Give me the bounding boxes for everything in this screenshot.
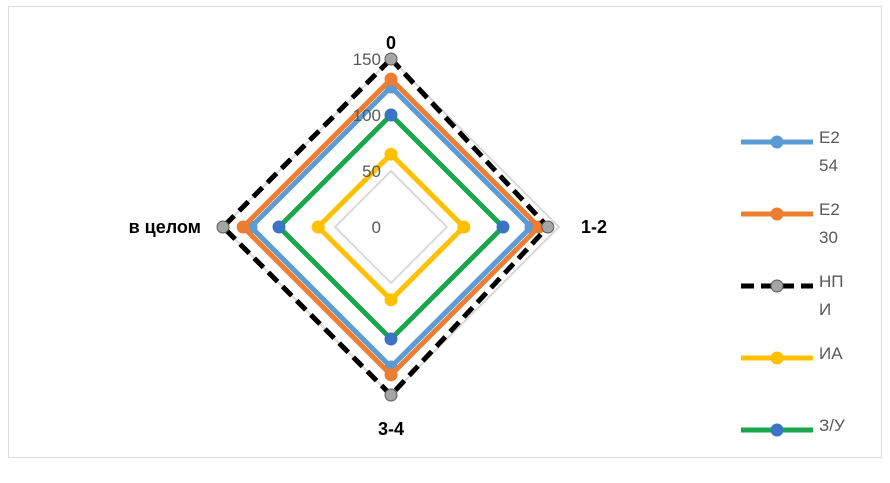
series-4-point-0 — [384, 108, 398, 122]
legend-label-4: З/У — [819, 416, 845, 435]
legend-swatch-0 — [741, 135, 813, 149]
series-3 — [311, 147, 471, 307]
category-label-2: 3-4 — [378, 419, 404, 439]
r-tick-label-100: 100 — [353, 106, 381, 125]
chart-frame: 0 50 100 150 0 1-2 3-4 в целом Е254 Е230 НПИ ИА З/У — [8, 6, 882, 458]
series-4-point-2 — [384, 332, 398, 346]
series-line-0 — [247, 83, 535, 371]
legend-item-1[interactable]: Е230 — [739, 200, 889, 267]
series-line-1 — [239, 75, 543, 379]
legend-swatch-4 — [741, 423, 813, 437]
radar-labels: 0 50 100 150 0 1-2 3-4 в целом — [129, 33, 607, 439]
series-4-point-3 — [272, 220, 286, 234]
r-tick-label-0: 0 — [372, 218, 381, 237]
r-tick-label-50: 50 — [362, 162, 381, 181]
series-3-point-0 — [384, 147, 398, 161]
series-1-point-0 — [384, 72, 398, 86]
legend-swatch-1 — [741, 207, 813, 221]
legend-label-2: НПИ — [819, 272, 844, 319]
legend-item-4[interactable]: З/У — [739, 416, 889, 483]
legend-label-1: Е230 — [819, 200, 840, 247]
legend-label-3: ИА — [819, 344, 843, 363]
series-4 — [272, 108, 510, 346]
series-3-point-3 — [311, 220, 325, 234]
series-1-point-2 — [384, 368, 398, 382]
legend-item-2[interactable]: НПИ — [739, 272, 889, 339]
series-0 — [244, 80, 538, 374]
series-2-point-2 — [384, 388, 398, 402]
series-1-point-3 — [236, 220, 250, 234]
legend-item-3[interactable]: ИА — [739, 344, 889, 411]
legend-swatch-2 — [741, 279, 813, 293]
series-line-3 — [314, 150, 468, 304]
category-label-1: 1-2 — [581, 217, 607, 237]
series-2 — [216, 52, 555, 402]
series-2-point-3 — [216, 220, 230, 234]
radar-series-layer — [216, 52, 555, 402]
grid-ring-50 — [333, 169, 449, 285]
series-3-point-1 — [457, 220, 471, 234]
radar-chart: 0 50 100 150 0 1-2 3-4 в целом — [129, 33, 607, 439]
category-label-0: 0 — [386, 33, 396, 53]
series-3-point-2 — [384, 293, 398, 307]
category-label-3: в целом — [129, 217, 201, 237]
legend-swatch-3 — [741, 351, 813, 365]
series-2-point-1 — [541, 220, 555, 234]
legend-item-0[interactable]: Е254 — [739, 128, 889, 195]
r-tick-label-150: 150 — [353, 50, 381, 69]
legend-label-0: Е254 — [819, 128, 840, 175]
series-4-point-1 — [496, 220, 510, 234]
series-2-point-0 — [384, 52, 398, 66]
